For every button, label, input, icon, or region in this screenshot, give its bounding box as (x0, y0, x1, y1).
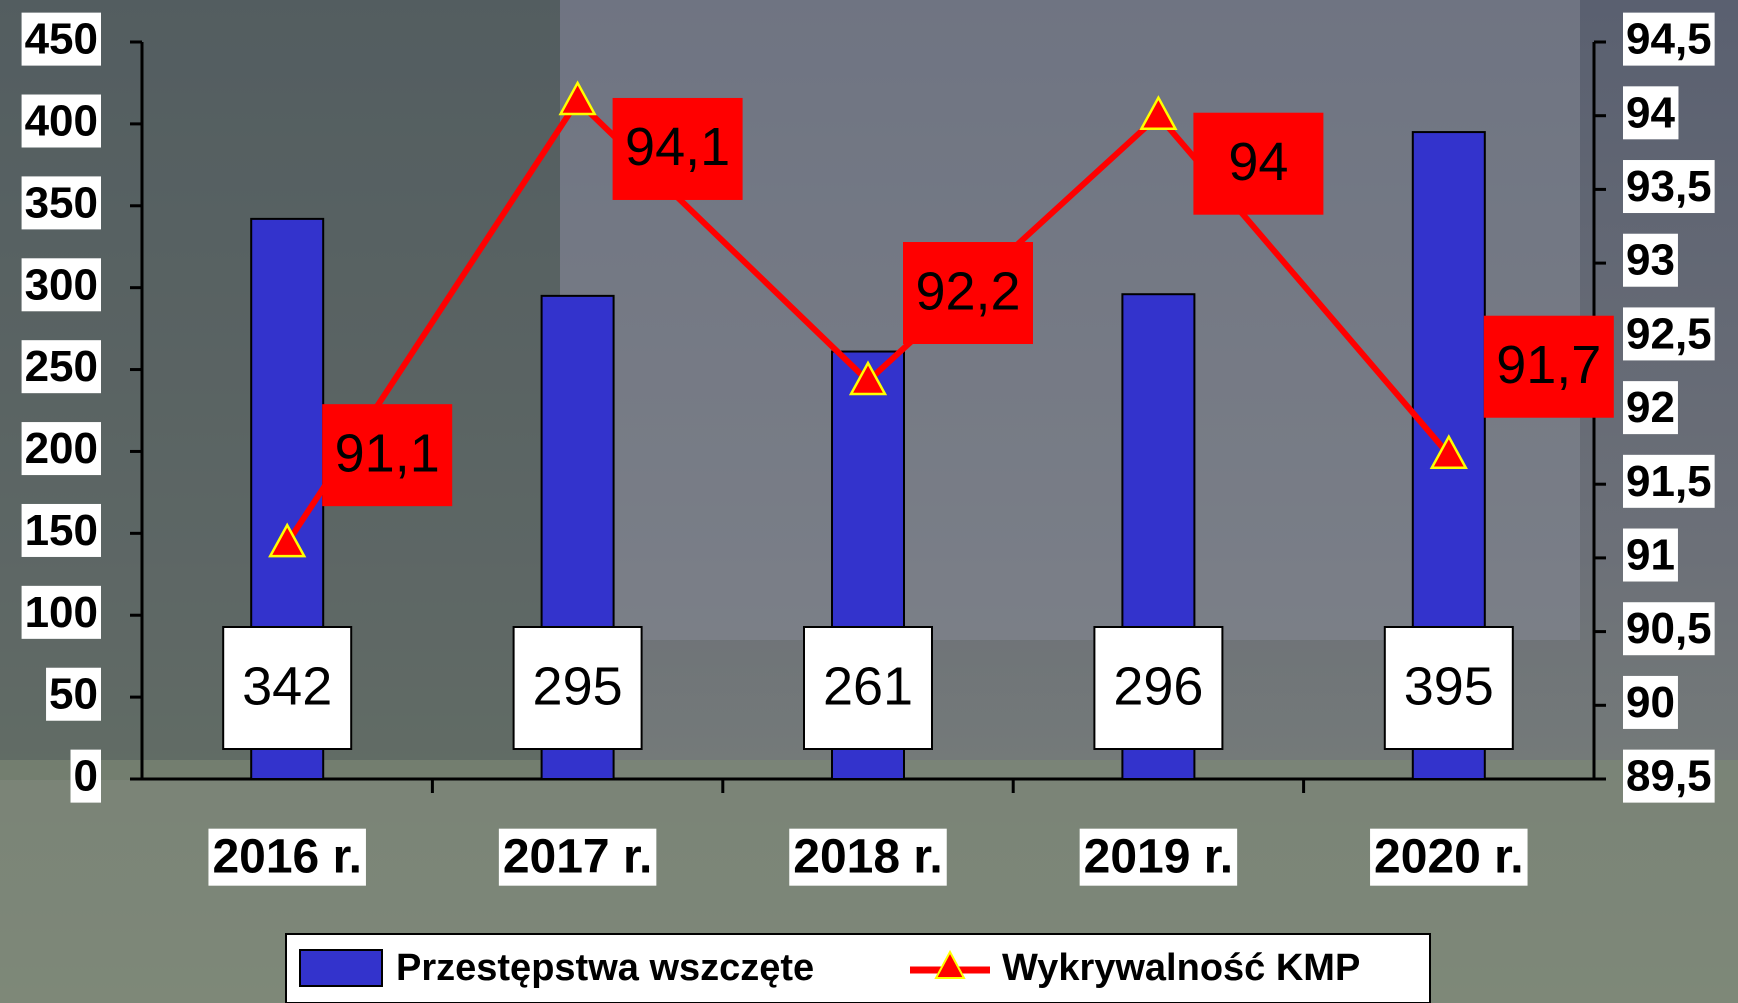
y-tick-label: 100 (25, 588, 98, 637)
value-label: 395 (1404, 656, 1494, 716)
y2-tick-label: 89,5 (1626, 752, 1712, 801)
y2-tick-label: 90 (1626, 678, 1675, 727)
y-tick-label: 400 (25, 97, 98, 146)
x-tick-label: 2018 r. (793, 831, 942, 884)
legend-label: Przestępstwa wszczęte (396, 947, 814, 989)
y-tick-label: 450 (25, 15, 98, 64)
y2-tick-label: 94 (1626, 88, 1675, 137)
y2-tick-label: 93 (1626, 236, 1675, 285)
y-tick-label: 150 (25, 506, 98, 555)
x-tick-label: 2019 r. (1084, 831, 1233, 884)
legend-label: Wykrywalność KMP (1002, 947, 1360, 989)
value-label: 92,2 (915, 261, 1020, 321)
x-tick-label: 2016 r. (212, 831, 361, 884)
y-tick-label: 250 (25, 342, 98, 391)
y2-tick-label: 92 (1626, 383, 1675, 432)
page: {"chart_data": {"type": "bar-line", "cat… (0, 0, 1738, 1003)
chart: 0 50 100 150 200 250 300 350 400 450 89,5 90 90,5 91 9… (0, 0, 1738, 1003)
y2-tick-label: 90,5 (1626, 604, 1712, 653)
value-label: 295 (533, 656, 623, 716)
value-label: 91,1 (335, 423, 440, 483)
legend: Przestępstwa wszczęte Wykrywalność KMP (286, 934, 1430, 1003)
legend-swatch (300, 950, 382, 986)
value-label: 91,7 (1496, 335, 1601, 395)
y2-tick-label: 92,5 (1626, 309, 1712, 358)
value-label: 342 (242, 656, 332, 716)
y2-tick-label: 91,5 (1626, 457, 1712, 506)
y2-tick-label: 94,5 (1626, 15, 1712, 64)
y-tick-label: 0 (74, 752, 98, 801)
x-tick-label: 2017 r. (503, 831, 652, 884)
y2-tick-label: 93,5 (1626, 162, 1712, 211)
value-label: 261 (823, 656, 913, 716)
y-tick-label: 300 (25, 260, 98, 309)
value-label: 94 (1228, 132, 1288, 192)
y-tick-label: 350 (25, 178, 98, 227)
value-label: 296 (1113, 656, 1203, 716)
value-label: 94,1 (625, 117, 730, 177)
x-tick-label: 2020 r. (1374, 831, 1523, 884)
y2-tick-label: 91 (1626, 531, 1675, 580)
y-tick-label: 200 (25, 424, 98, 473)
y-tick-label: 50 (49, 670, 98, 719)
